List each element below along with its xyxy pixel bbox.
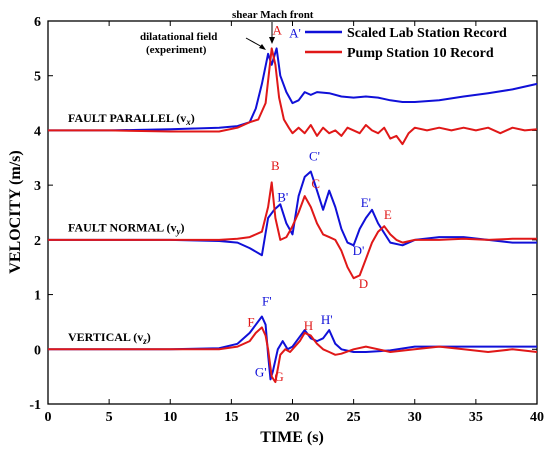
y-tick-label: 4 [34,124,41,139]
point-label: H [304,318,313,333]
point-label: C' [309,149,320,164]
point-label: E [384,207,392,222]
blue-series-line-1 [48,170,537,257]
x-tick-label: 35 [469,410,483,425]
axis-ticks: 0 5 10 15 20 25 30 35 40 -1 0 1 2 3 4 5 6 [29,15,544,425]
point-label: D [359,276,368,291]
annotations: dilatational field (experiment) shear Ma… [140,9,314,56]
y-tick-label: 0 [34,343,41,358]
y-tick-label: 5 [34,70,41,85]
legend: Scaled Lab Station Record Pump Station 1… [305,26,507,61]
point-label: B' [277,190,288,205]
point-label: G [274,369,283,384]
point-labels: A A' B B' C' C E' E D' D F' F H H' G' G [247,23,392,384]
x-tick-label: 0 [45,410,52,425]
point-label: B [271,158,280,173]
annotation-shear-arrowhead [269,37,275,44]
legend-label-red: Pump Station 10 Record [347,46,494,61]
point-label: A [273,23,283,38]
y-tick-label: 6 [34,15,41,30]
x-tick-label: 30 [408,410,422,425]
legend-label-blue: Scaled Lab Station Record [347,26,507,41]
blue-series-line-2 [48,315,537,381]
point-label: H' [321,312,333,327]
y-axis-title: VELOCITY (m/s) [7,150,24,273]
annotation-shear-front: shear Mach front [232,9,314,21]
y-tick-label: 1 [34,289,41,304]
x-tick-label: 10 [163,410,177,425]
annotation-dilatational-arrowhead [259,44,266,50]
y-tick-label: -1 [29,398,41,413]
point-label: D' [353,243,365,258]
point-label: G' [255,365,267,380]
component-label: FAULT NORMAL (vy) [68,221,184,237]
x-tick-label: 15 [224,410,238,425]
x-tick-label: 5 [106,410,113,425]
component-labels: FAULT PARALLEL (vx) FAULT NORMAL (vy) VERT… [68,111,195,346]
x-axis-title: TIME (s) [260,429,324,446]
point-label: A' [289,25,301,40]
red-series-line-2 [48,326,538,384]
point-label: C [311,176,320,191]
component-label: VERTICAL (vz) [68,330,151,346]
annotation-dilatational-line2: (experiment) [146,44,207,56]
point-label: E' [361,195,371,210]
point-label: F' [262,294,272,309]
x-tick-label: 25 [347,410,361,425]
red-series-line-1 [48,181,537,280]
x-tick-label: 20 [286,410,300,425]
red-series-line-0 [48,47,538,146]
component-label: FAULT PARALLEL (vx) [68,111,195,127]
y-tick-label: 2 [34,234,41,249]
series-layer [48,47,538,384]
x-tick-label: 40 [530,410,544,425]
point-label: F [247,314,254,329]
y-tick-label: 3 [34,179,41,194]
annotation-dilatational-line1: dilatational field [140,31,217,43]
